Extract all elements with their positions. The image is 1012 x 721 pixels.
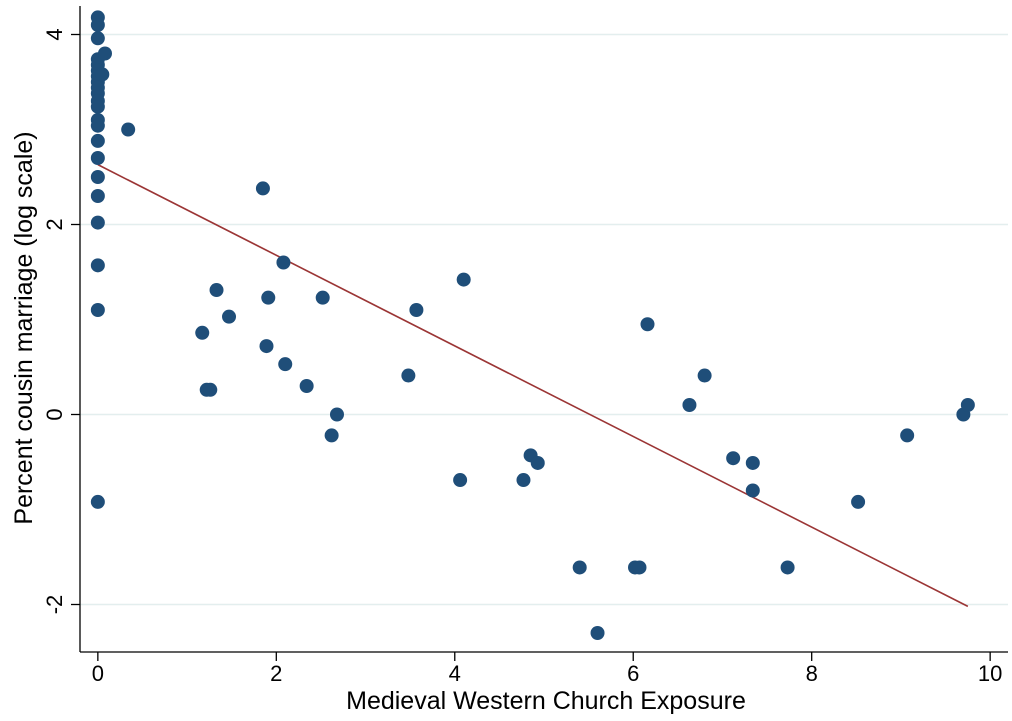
y-tick-label: 2 <box>42 218 67 230</box>
data-point <box>900 428 915 443</box>
data-point <box>203 382 218 397</box>
data-point <box>745 455 760 470</box>
data-point <box>590 626 605 640</box>
data-point <box>276 255 291 270</box>
data-point <box>90 494 105 509</box>
data-point <box>851 494 866 509</box>
data-point <box>259 339 274 354</box>
data-point <box>90 133 105 148</box>
data-point <box>530 455 545 470</box>
data-points <box>90 10 975 640</box>
data-point <box>195 325 210 340</box>
data-point <box>90 215 105 230</box>
grid-lines <box>80 33 1008 606</box>
data-point <box>95 67 110 82</box>
data-point <box>90 151 105 165</box>
y-tick-label: 0 <box>42 408 67 420</box>
data-point <box>97 46 112 61</box>
data-point <box>726 451 741 466</box>
data-point <box>456 272 471 287</box>
data-point <box>640 317 655 332</box>
data-point <box>209 283 224 298</box>
data-point <box>90 258 105 273</box>
x-tick-label: 8 <box>806 661 818 686</box>
data-point <box>90 31 105 46</box>
axis-ticks: 0 2 4 6 8 10 -2 0 2 4 <box>42 28 1002 686</box>
data-point <box>401 368 416 383</box>
fit-line-group <box>97 163 969 608</box>
data-point <box>255 181 270 196</box>
x-tick-label: 0 <box>92 661 104 686</box>
fit-line <box>97 163 969 608</box>
data-point <box>278 357 293 372</box>
data-point <box>453 473 468 488</box>
y-tick-label: -2 <box>42 595 67 615</box>
x-tick-label: 6 <box>627 661 639 686</box>
data-point <box>632 560 647 575</box>
data-point <box>90 99 105 114</box>
data-point <box>324 428 339 443</box>
y-axis-title: Percent cousin marriage (log scale) <box>10 131 38 524</box>
data-point <box>329 407 344 422</box>
data-point <box>90 303 105 317</box>
data-point <box>682 398 697 412</box>
data-point <box>745 483 760 498</box>
data-point <box>222 309 237 324</box>
data-point <box>90 18 105 32</box>
data-point <box>697 368 712 383</box>
x-tick-label: 2 <box>270 661 282 686</box>
x-tick-label: 10 <box>978 661 1002 686</box>
data-point <box>90 189 105 203</box>
data-point <box>90 170 105 184</box>
data-point <box>121 122 136 137</box>
data-point <box>409 303 424 317</box>
x-axis-title: Medieval Western Church Exposure <box>346 687 746 715</box>
x-tick-label: 4 <box>449 661 461 686</box>
data-point <box>572 560 587 575</box>
axes <box>79 6 1008 653</box>
data-point <box>261 290 276 305</box>
y-tick-label: 4 <box>42 28 67 40</box>
data-point <box>315 290 330 305</box>
data-point <box>780 560 795 575</box>
data-point <box>516 473 531 488</box>
data-point <box>960 398 975 412</box>
data-point <box>90 118 105 133</box>
data-point <box>299 379 314 393</box>
